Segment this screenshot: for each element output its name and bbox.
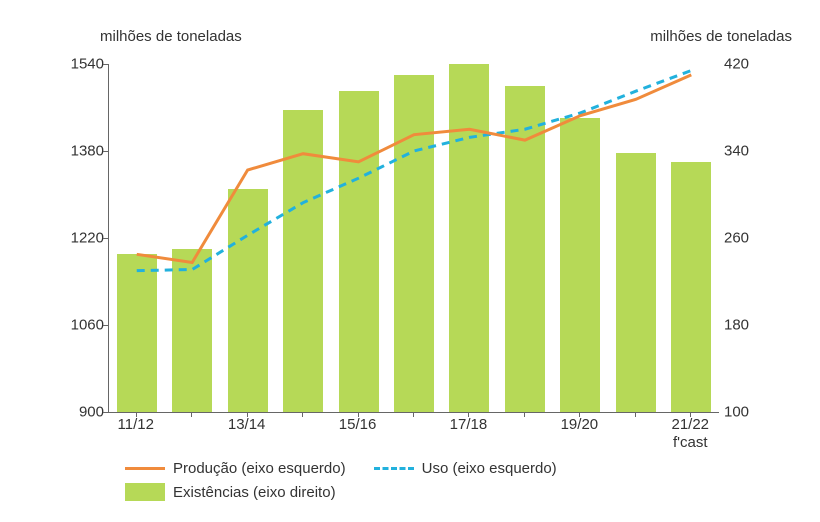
y-tick-right-label: 260 <box>724 230 784 247</box>
x-tick-label: 11/12 <box>118 416 154 434</box>
x-tick-label: 15/16 <box>339 416 377 434</box>
legend-label-uso: Uso (eixo esquerdo) <box>422 460 557 477</box>
y-tick-left-label: 1060 <box>44 317 104 334</box>
legend-swatch-existencias <box>125 483 165 501</box>
y-tick-left-label: 1380 <box>44 143 104 160</box>
legend-label-existencias: Existências (eixo direito) <box>173 484 336 501</box>
legend: Produção (eixo esquerdo) Uso (eixo esque… <box>125 460 685 510</box>
legend-item-uso: Uso (eixo esquerdo) <box>374 460 557 477</box>
line-uso <box>137 71 692 271</box>
y-tick-left-label: 1540 <box>44 56 104 73</box>
legend-label-producao: Produção (eixo esquerdo) <box>173 460 346 477</box>
y-axis-label-left: milhões de toneladas <box>100 28 242 45</box>
legend-row-1: Produção (eixo esquerdo) Uso (eixo esque… <box>125 460 685 477</box>
y-tick-right-label: 420 <box>724 56 784 73</box>
lines-svg <box>109 64 719 412</box>
y-axis-label-right: milhões de toneladas <box>650 28 792 45</box>
legend-row-2: Existências (eixo direito) <box>125 483 685 501</box>
y-tick-right-label: 100 <box>724 404 784 421</box>
y-tick-left-label: 900 <box>44 404 104 421</box>
legend-item-producao: Produção (eixo esquerdo) <box>125 460 346 477</box>
legend-swatch-uso <box>374 467 414 470</box>
x-tick-label: 17/18 <box>450 416 488 434</box>
x-tick-label: 21/22 f'cast <box>671 416 709 452</box>
x-tick-label: 19/20 <box>561 416 599 434</box>
y-tick-left-label: 1220 <box>44 230 104 247</box>
legend-item-existencias: Existências (eixo direito) <box>125 483 336 501</box>
chart-container: milhões de toneladas milhões de tonelada… <box>0 0 820 522</box>
y-tick-right-label: 340 <box>724 143 784 160</box>
y-tick-right-label: 180 <box>724 317 784 334</box>
x-tick-label: 13/14 <box>228 416 266 434</box>
plot-area <box>108 64 719 413</box>
legend-swatch-producao <box>125 467 165 470</box>
